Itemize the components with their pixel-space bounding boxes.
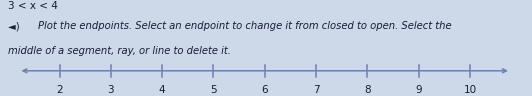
Text: 4: 4	[159, 85, 165, 95]
Text: 10: 10	[463, 85, 477, 95]
Text: 2: 2	[56, 85, 63, 95]
Text: 9: 9	[415, 85, 422, 95]
Text: middle of a segment, ray, or line to delete it.: middle of a segment, ray, or line to del…	[8, 46, 231, 56]
Text: 5: 5	[210, 85, 217, 95]
Text: 6: 6	[261, 85, 268, 95]
Text: Plot the endpoints. Select an endpoint to change it from closed to open. Select : Plot the endpoints. Select an endpoint t…	[38, 21, 452, 31]
Text: 8: 8	[364, 85, 371, 95]
Text: 3: 3	[107, 85, 114, 95]
Text: 7: 7	[313, 85, 319, 95]
Text: ◄︎): ◄︎)	[8, 21, 26, 31]
Text: 3 < x < 4: 3 < x < 4	[8, 1, 58, 11]
